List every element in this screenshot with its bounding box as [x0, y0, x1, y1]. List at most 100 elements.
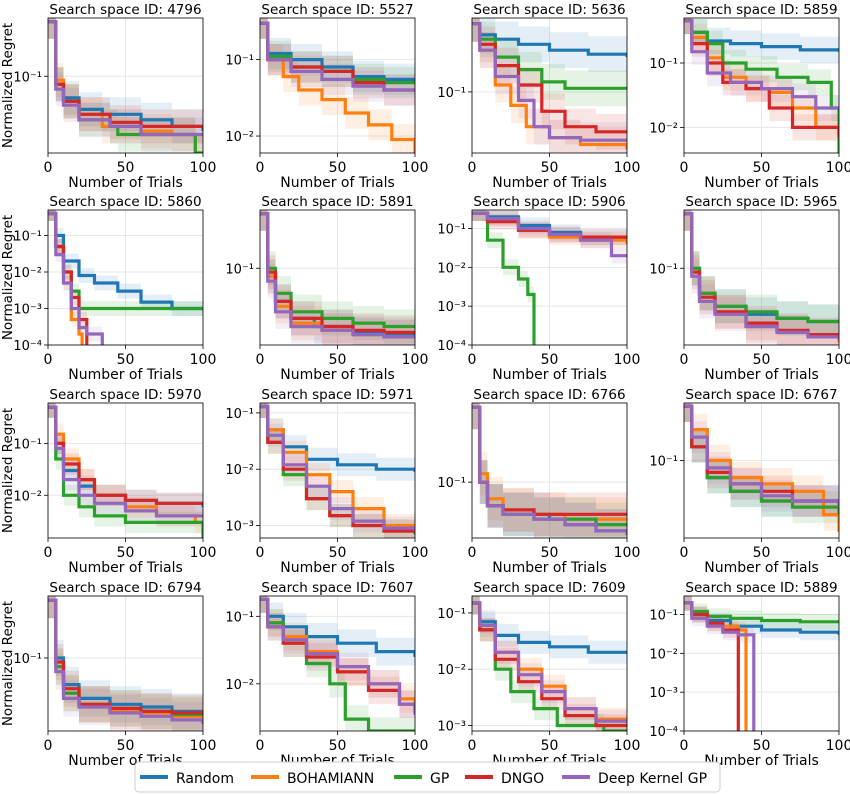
y-tick-label: 10⁻² [225, 463, 254, 478]
subplot-title: Search space ID: 5860 [49, 194, 201, 210]
band-bohamiann [260, 403, 415, 538]
series-line-deep-kernel-gp [260, 21, 415, 92]
x-axis-label: Number of Trials [704, 175, 819, 191]
subplot-2: 0 50 100 10⁻¹ Search space ID: 5636 Number of… [437, 2, 640, 191]
x-axis-label: Number of Trials [492, 175, 607, 191]
y-tick-label: 10⁻² [225, 130, 254, 145]
x-axis-label: Number of Trials [492, 560, 607, 576]
series-line-deep-kernel-gp [472, 211, 627, 258]
x-tick-label: 100 [402, 738, 429, 754]
plot-area [684, 596, 839, 731]
x-tick-label: 0 [256, 545, 265, 561]
plot-area [260, 210, 415, 345]
subplot-7: 0 50 100 10⁻¹ Search space ID: 5965 Number of… [649, 194, 850, 383]
band-gp [684, 403, 839, 531]
x-tick-label: 100 [614, 160, 641, 176]
y-tick-label: 10⁻¹ [225, 262, 254, 277]
y-axis-label: Normalized Regret [0, 408, 16, 533]
x-tick-label: 100 [190, 738, 217, 754]
y-tick-label: 10⁻³ [649, 686, 678, 701]
band-gp [472, 403, 627, 538]
plot-area [48, 403, 203, 538]
subplot-title: Search space ID: 6767 [685, 387, 837, 403]
band-gp [260, 596, 415, 731]
subplot-4: 0 50 100 10⁻¹ 10⁻² 10⁻³ 10⁻⁴ Search space ID: 5… [0, 194, 216, 383]
plot-area [260, 18, 415, 153]
series-line-dngo [472, 601, 627, 728]
x-tick-label: 100 [190, 545, 217, 561]
series-line-deep-kernel-gp [684, 19, 839, 110]
x-tick-label: 50 [329, 545, 347, 561]
plot-area [472, 596, 627, 731]
x-axis-label: Number of Trials [68, 367, 183, 383]
subplot-title: Search space ID: 7609 [473, 580, 625, 596]
subplot-title: Search space ID: 5891 [261, 194, 413, 210]
band-random [472, 403, 627, 538]
x-tick-label: 50 [541, 738, 559, 754]
y-tick-label: 10⁻³ [225, 520, 254, 535]
plot-area [48, 18, 203, 153]
subplot-title: Search space ID: 6794 [49, 580, 201, 596]
x-tick-label: 100 [614, 545, 641, 561]
band-gp [472, 210, 534, 345]
x-tick-label: 100 [402, 352, 429, 368]
y-tick-label: 10⁻¹ [649, 262, 678, 277]
y-tick-label: 10⁻¹ [437, 223, 466, 238]
y-tick-label: 10⁻² [649, 647, 678, 662]
band-deep-kernel-gp [684, 403, 839, 523]
series-line-deep-kernel-gp [260, 597, 415, 715]
x-tick-label: 0 [44, 352, 53, 368]
y-tick-label: 10⁻³ [13, 303, 42, 318]
x-tick-label: 50 [117, 352, 135, 368]
y-tick-label: 10⁻¹ [225, 54, 254, 69]
band-gp [48, 403, 203, 538]
x-axis-label: Number of Trials [704, 560, 819, 576]
x-axis-label: Number of Trials [280, 367, 395, 383]
series-line-deep-kernel-gp [472, 601, 627, 724]
y-tick-label: 10⁻³ [437, 300, 466, 315]
x-tick-label: 100 [402, 160, 429, 176]
y-tick-label: 10⁻¹ [13, 70, 42, 85]
legend-frame [134, 761, 721, 793]
subplot-11: 0 50 100 10⁻¹ Search space ID: 6767 Number of… [649, 387, 850, 576]
series-line-deep-kernel-gp [48, 598, 203, 724]
plot-area [684, 18, 839, 153]
x-axis-label: Number of Trials [68, 175, 183, 191]
series-line-gp [684, 19, 839, 153]
x-tick-label: 0 [468, 738, 477, 754]
subplot-title: Search space ID: 7607 [261, 580, 413, 596]
series-line-deep-kernel-gp [684, 601, 756, 731]
y-tick-label: 10⁻³ [437, 720, 466, 735]
y-tick-label: 10⁻¹ [649, 57, 678, 72]
legend-entry-random: Random [140, 771, 234, 787]
series-line-deep-kernel-gp [48, 405, 203, 518]
x-tick-label: 50 [329, 738, 347, 754]
y-tick-label: 10⁻⁴ [649, 725, 678, 740]
subplot-8: 0 50 100 10⁻¹ 10⁻² Search space ID: 5970 Numbe… [0, 387, 216, 576]
plot-area [472, 18, 627, 153]
series-line-deep-kernel-gp [48, 20, 203, 137]
legend-label-bohamiann: BOHAMIANN [287, 771, 374, 787]
series-line-deep-kernel-gp [684, 404, 839, 508]
y-tick-label: 10⁻⁴ [437, 339, 466, 354]
x-tick-label: 50 [117, 545, 135, 561]
legend-label-gp: GP [430, 771, 449, 787]
series-line-gp [684, 212, 839, 324]
plot-area [260, 596, 415, 731]
x-tick-label: 0 [468, 352, 477, 368]
x-tick-label: 100 [402, 545, 429, 561]
x-tick-label: 0 [44, 545, 53, 561]
y-tick-label: 10⁻² [437, 261, 466, 276]
legend-entry-dngo: DNGO [465, 771, 544, 787]
x-axis-label: Number of Trials [492, 367, 607, 383]
band-dngo [48, 18, 203, 144]
subplot-title: Search space ID: 4796 [49, 2, 201, 18]
x-axis-label: Number of Trials [704, 367, 819, 383]
plot-area [48, 596, 203, 731]
legend-label-deep-kernel-gp: Deep Kernel GP [598, 771, 707, 787]
legend-label-random: Random [176, 771, 234, 787]
y-tick-label: 10⁻² [437, 663, 466, 678]
